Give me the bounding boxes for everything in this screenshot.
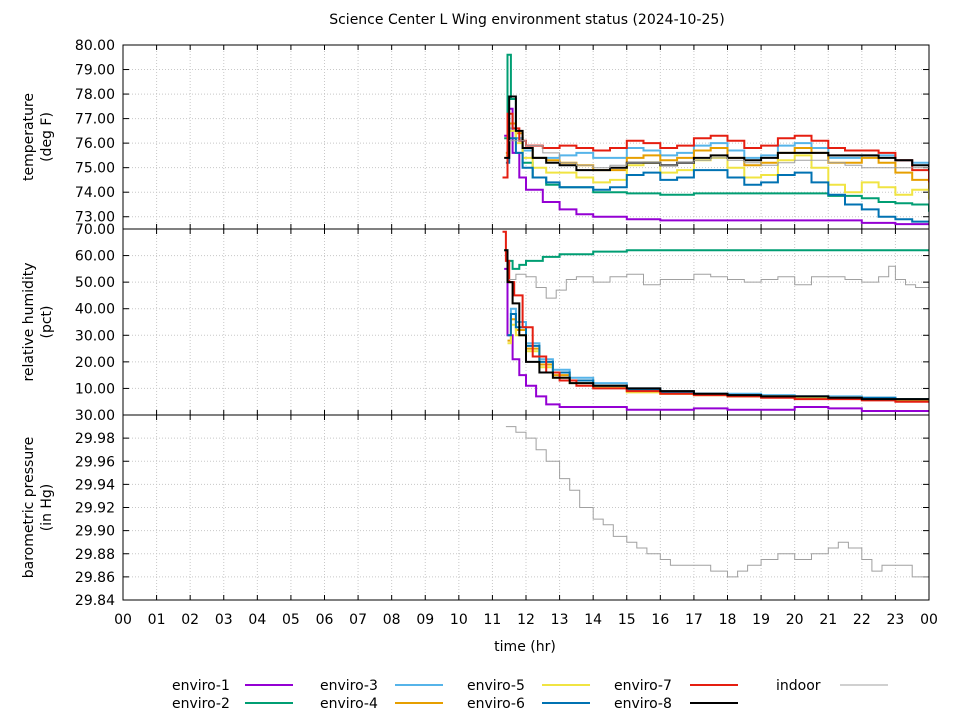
series-line-enviro-8 bbox=[504, 95, 929, 172]
legend-item-enviro-1: enviro-1 bbox=[172, 678, 293, 694]
legend-label: enviro-7 bbox=[614, 678, 672, 694]
y-tick-label: 77.00 bbox=[75, 112, 115, 128]
y-tick-label: 79.00 bbox=[75, 63, 115, 79]
legend-item-enviro-5: enviro-5 bbox=[467, 678, 590, 694]
y-tick-label: 76.00 bbox=[75, 136, 115, 152]
x-tick-label: 22 bbox=[853, 612, 871, 628]
x-tick-label: 03 bbox=[215, 612, 233, 628]
y-axis-label: temperature bbox=[21, 93, 37, 181]
x-tick-label: 09 bbox=[416, 612, 434, 628]
legend-label: enviro-2 bbox=[172, 696, 230, 712]
x-tick-label: 06 bbox=[316, 612, 334, 628]
legend-label: enviro-3 bbox=[320, 678, 378, 694]
x-tick-label: 20 bbox=[786, 612, 804, 628]
series-group bbox=[502, 53, 929, 226]
legend-item-enviro-7: enviro-7 bbox=[614, 678, 738, 694]
x-tick-label: 14 bbox=[584, 612, 602, 628]
x-tick-label: 00 bbox=[920, 612, 938, 628]
panel-border bbox=[122, 414, 930, 601]
x-tick-label: 13 bbox=[551, 612, 569, 628]
series-line-indoor bbox=[509, 140, 929, 171]
y-tick-label: 29.98 bbox=[75, 431, 115, 447]
panel-1: 73.00 74.00 75.00 76.00 77.00 78.00 79.00 80.00… bbox=[21, 38, 930, 230]
x-axis-label: time (hr) bbox=[494, 639, 556, 655]
y-tick-label: 70.00 bbox=[75, 222, 115, 238]
y-tick-label: 74.00 bbox=[75, 185, 115, 201]
legend-item-enviro-3: enviro-3 bbox=[320, 678, 443, 694]
series-group bbox=[502, 230, 929, 412]
x-tick-label: 02 bbox=[181, 612, 199, 628]
y-tick-label: 75.00 bbox=[75, 161, 115, 177]
y-axis-label-unit: (deg F) bbox=[39, 112, 55, 162]
x-tick-label: 17 bbox=[685, 612, 703, 628]
y-tick-label: 80.00 bbox=[75, 38, 115, 54]
x-tick-label: 07 bbox=[349, 612, 367, 628]
legend-item-enviro-4: enviro-4 bbox=[320, 696, 443, 712]
y-axis-label-unit: (in Hg) bbox=[39, 484, 55, 532]
series-line-enviro-5 bbox=[507, 323, 929, 401]
y-tick-label: 78.00 bbox=[75, 87, 115, 103]
legend-label: enviro-8 bbox=[614, 696, 672, 712]
x-tick-label: 16 bbox=[651, 612, 669, 628]
series-line-enviro-6 bbox=[505, 137, 929, 223]
x-tick-label: 11 bbox=[484, 612, 502, 628]
y-tick-label: 29.86 bbox=[75, 570, 115, 586]
x-tick-label: 01 bbox=[148, 612, 166, 628]
series-line-indoor bbox=[505, 426, 929, 589]
y-axis-label: barometric pressure bbox=[21, 437, 37, 578]
x-tick-label: 00 bbox=[114, 612, 132, 628]
legend-label: enviro-5 bbox=[467, 678, 525, 694]
series-line-enviro-2 bbox=[504, 249, 929, 270]
x-tick-label: 08 bbox=[383, 612, 401, 628]
y-tick-label: 10.00 bbox=[75, 381, 115, 397]
series-line-indoor bbox=[509, 265, 929, 299]
y-tick-label: 40.00 bbox=[75, 302, 115, 318]
series-line-enviro-1 bbox=[504, 267, 929, 412]
legend-item-enviro-2: enviro-2 bbox=[172, 696, 293, 712]
y-tick-label: 29.90 bbox=[75, 524, 115, 540]
x-tick-label: 21 bbox=[819, 612, 837, 628]
series-line-enviro-6 bbox=[507, 313, 929, 401]
legend-label: enviro-1 bbox=[172, 678, 230, 694]
series-line-enviro-1 bbox=[504, 107, 929, 226]
y-tick-label: 29.96 bbox=[75, 454, 115, 470]
x-tick-label: 19 bbox=[752, 612, 770, 628]
x-tick-label: 12 bbox=[517, 612, 535, 628]
panel-2: 10.00 20.00 30.00 40.00 50.00 60.00 70.00 relat… bbox=[21, 222, 930, 416]
y-tick-label: 29.88 bbox=[75, 547, 115, 563]
legend-item-enviro-6: enviro-6 bbox=[467, 696, 590, 712]
y-tick-label: 20.00 bbox=[75, 355, 115, 371]
x-tick-label: 04 bbox=[248, 612, 266, 628]
x-tick-label: 15 bbox=[618, 612, 636, 628]
y-tick-label: 60.00 bbox=[75, 249, 115, 265]
series-line-enviro-8 bbox=[504, 249, 929, 401]
x-tick-label: 18 bbox=[719, 612, 737, 628]
legend-label: indoor bbox=[776, 678, 821, 694]
y-tick-label: 30.00 bbox=[75, 328, 115, 344]
y-axis-label-unit: (pct) bbox=[39, 306, 55, 339]
legend-item-indoor: indoor bbox=[776, 678, 888, 694]
legend-label: enviro-6 bbox=[467, 696, 525, 712]
x-tick-label: 05 bbox=[282, 612, 300, 628]
y-tick-label: 29.92 bbox=[75, 501, 115, 517]
panels: 73.00 74.00 75.00 76.00 77.00 78.00 79.00 80.00… bbox=[21, 38, 930, 609]
x-tick-label: 10 bbox=[450, 612, 468, 628]
y-tick-label: 30.00 bbox=[75, 408, 115, 424]
legend-label: enviro-4 bbox=[320, 696, 378, 712]
y-tick-label: 73.00 bbox=[75, 210, 115, 226]
legend: enviro-1 enviro-2 enviro-3 enviro-4 enviro-5… bbox=[172, 678, 888, 712]
series-line-enviro-3 bbox=[507, 307, 929, 401]
y-tick-label: 29.84 bbox=[75, 593, 115, 609]
legend-item-enviro-8: enviro-8 bbox=[614, 696, 738, 712]
x-tick-label: 23 bbox=[887, 612, 905, 628]
y-tick-label: 29.94 bbox=[75, 477, 115, 493]
panel-3: 29.84 29.86 29.88 29.90 29.92 29.94 29.96 29.98… bbox=[21, 408, 930, 609]
y-axis-label: relative humidity bbox=[21, 262, 37, 381]
series-line-enviro-7 bbox=[502, 230, 929, 403]
chart-title: Science Center L Wing environment status… bbox=[329, 12, 725, 28]
series-group bbox=[505, 426, 929, 589]
y-tick-label: 50.00 bbox=[75, 275, 115, 291]
x-axis: 00 01 02 03 04 05 06 07 08 09 10 11 12 13 14 15 16 17 18 19… bbox=[114, 612, 938, 628]
